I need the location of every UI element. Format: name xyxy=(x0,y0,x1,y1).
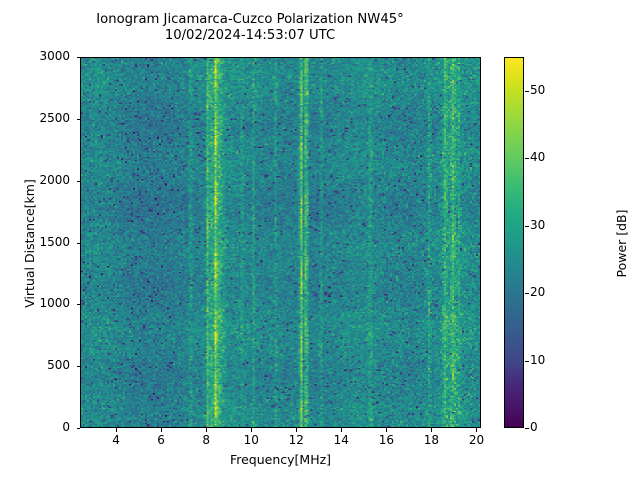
x-axis-tick xyxy=(476,428,478,432)
x-axis-tick xyxy=(161,428,163,432)
colorbar-tick xyxy=(525,225,529,227)
x-axis-tick-label: 8 xyxy=(202,433,210,447)
title-line-1: Ionogram Jicamarca-Cuzco Polarization NW… xyxy=(96,12,404,27)
y-axis-tick-label: 1500 xyxy=(39,234,70,249)
ionogram-canvas xyxy=(81,58,480,427)
x-axis-tick xyxy=(341,428,343,432)
y-axis-tick xyxy=(76,57,80,58)
colorbar-tick xyxy=(525,158,529,160)
x-axis-tick-label: 18 xyxy=(423,433,440,447)
x-axis-tick-label: 6 xyxy=(157,433,165,447)
x-axis-tick xyxy=(296,428,298,432)
x-axis-tick xyxy=(431,428,433,432)
colorbar-tick-label: 10 xyxy=(530,352,546,367)
title-line-2: 10/02/2024-14:53:07 UTC xyxy=(164,28,336,43)
colorbar-tick xyxy=(525,293,529,295)
y-axis-tick xyxy=(76,304,80,306)
ionogram-heatmap xyxy=(81,58,480,427)
x-axis-tick xyxy=(116,428,118,432)
y-axis-tick xyxy=(76,180,80,182)
x-axis-tick-label: 4 xyxy=(112,433,120,447)
colorbar-tick-label: 50 xyxy=(530,82,546,97)
y-axis-tick-label: 2000 xyxy=(39,172,70,187)
x-axis-tick xyxy=(386,428,388,432)
y-axis-tick xyxy=(76,242,80,244)
colorbar-tick xyxy=(525,90,529,92)
x-axis-tick-label: 20 xyxy=(468,433,485,447)
y-axis-tick xyxy=(76,428,80,429)
colorbar-title: Power [dB] xyxy=(614,209,629,278)
y-axis-tick-label: 0 xyxy=(62,420,70,434)
x-axis-title: Frequency[MHz] xyxy=(229,452,332,467)
colorbar xyxy=(504,57,524,428)
x-axis-tick-label: 16 xyxy=(378,433,395,447)
page-title: Ionogram Jicamarca-Cuzco Polarization NW… xyxy=(0,12,500,44)
colorbar-tick xyxy=(525,428,529,429)
x-axis-tick-label: 10 xyxy=(243,433,259,447)
colorbar-tick-label: 40 xyxy=(530,150,546,165)
colorbar-tick-label: 30 xyxy=(530,217,546,232)
y-axis-tick xyxy=(76,118,80,120)
colorbar-tick-label: 0 xyxy=(530,420,538,434)
x-axis-tick xyxy=(206,428,208,432)
y-axis-tick xyxy=(76,366,80,368)
heatmap-plot-area xyxy=(80,57,481,428)
y-axis-tick-label: 3000 xyxy=(39,49,70,63)
x-axis-tick-label: 14 xyxy=(333,433,349,447)
colorbar-tick xyxy=(525,360,529,362)
y-axis-tick-label: 1000 xyxy=(39,296,70,311)
y-axis-tick-label: 500 xyxy=(47,358,70,373)
x-axis-tick xyxy=(251,428,253,432)
y-axis-tick-label: 2500 xyxy=(39,110,70,125)
x-axis-tick-label: 12 xyxy=(288,433,304,447)
colorbar-tick-label: 20 xyxy=(530,285,546,300)
